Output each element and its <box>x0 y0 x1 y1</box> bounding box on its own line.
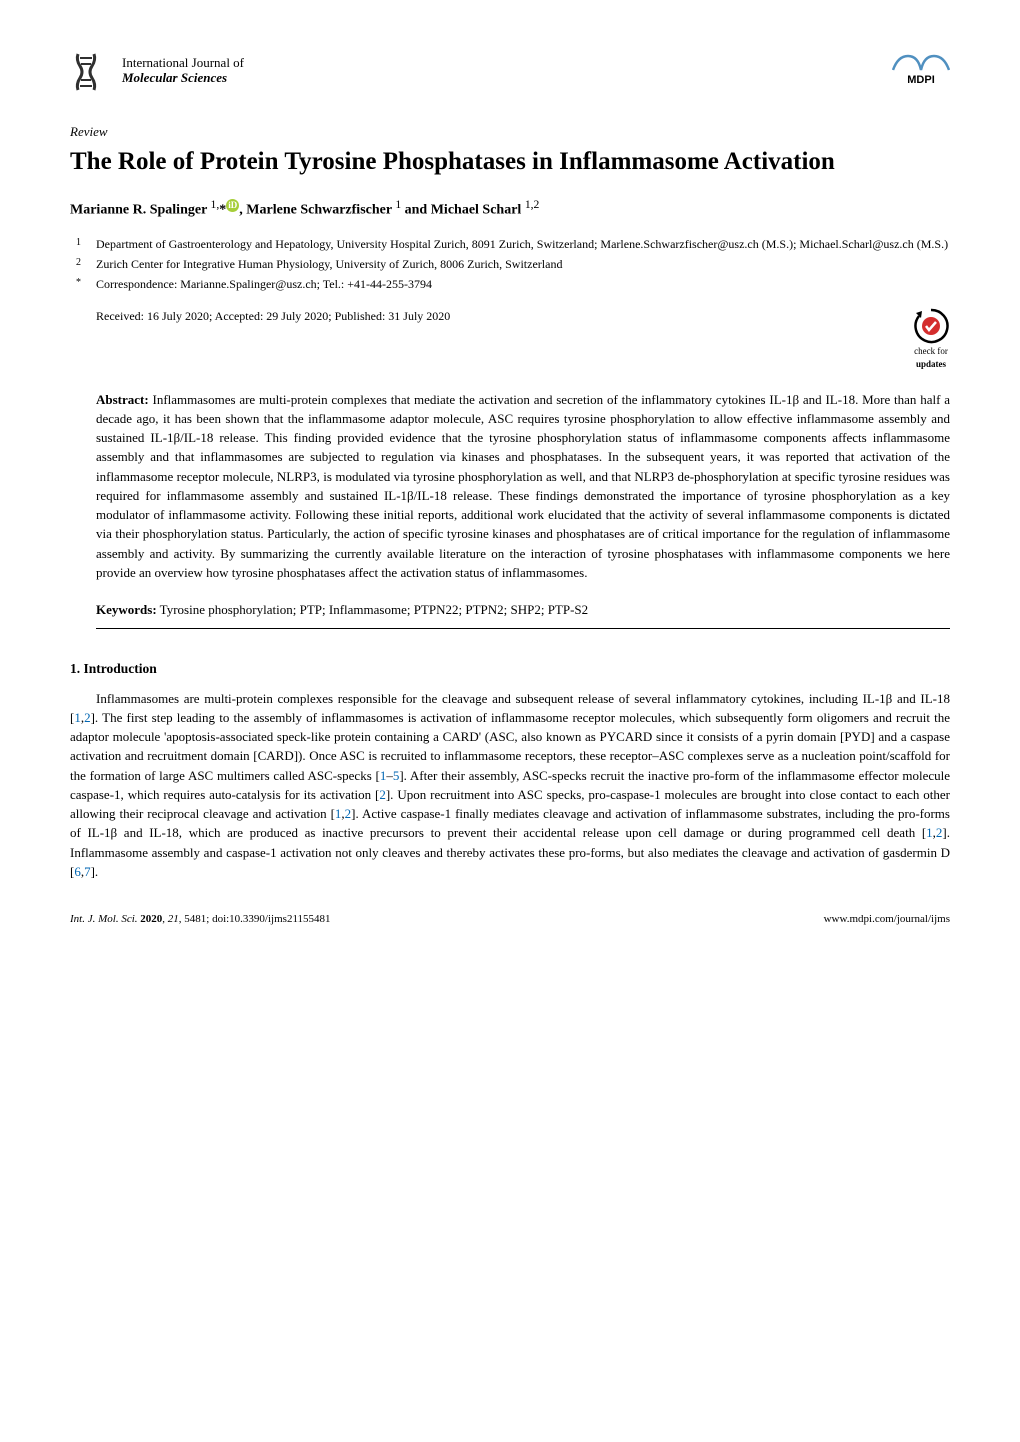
intro-paragraph: Inflammasomes are multi-protein complexe… <box>70 689 950 881</box>
affiliation-item: 2Zurich Center for Integrative Human Phy… <box>96 255 950 273</box>
affiliations-list: 1Department of Gastroenterology and Hepa… <box>96 235 950 293</box>
section-divider <box>96 628 950 629</box>
page-header: International Journal of Molecular Scien… <box>70 50 950 92</box>
dates-text: Received: 16 July 2020; Accepted: 29 Jul… <box>96 307 450 325</box>
dates-row: Received: 16 July 2020; Accepted: 29 Jul… <box>96 307 950 372</box>
check-updates-icon <box>912 307 950 345</box>
affiliation-item: *Correspondence: Marianne.Spalinger@usz.… <box>96 275 950 293</box>
svg-text:MDPI: MDPI <box>907 74 935 86</box>
footer-citation: Int. J. Mol. Sci. 2020, 21, 5481; doi:10… <box>70 911 331 928</box>
authors: Marianne R. Spalinger 1,*iD, Marlene Sch… <box>70 196 950 221</box>
check-updates-text1: check for <box>914 345 948 359</box>
affiliation-text: Correspondence: Marianne.Spalinger@usz.c… <box>96 275 432 293</box>
abstract-text: Inflammasomes are multi-protein complexe… <box>96 392 950 580</box>
affiliation-marker: * <box>76 275 96 293</box>
journal-name: International Journal of Molecular Scien… <box>122 56 244 86</box>
keywords: Keywords: Tyrosine phosphorylation; PTP;… <box>96 600 950 620</box>
page-footer: Int. J. Mol. Sci. 2020, 21, 5481; doi:10… <box>70 911 950 928</box>
footer-journal-abbrev: Int. J. Mol. Sci. <box>70 913 138 925</box>
journal-line1: International Journal of <box>122 56 244 71</box>
affiliation-item: 1Department of Gastroenterology and Hepa… <box>96 235 950 253</box>
article-type: Review <box>70 122 950 142</box>
mdpi-logo: MDPI <box>892 50 950 86</box>
affiliation-text: Department of Gastroenterology and Hepat… <box>96 235 948 253</box>
abstract-label: Abstract: <box>96 392 149 407</box>
affiliation-text: Zurich Center for Integrative Human Phys… <box>96 255 562 273</box>
orcid-icon: iD <box>226 199 239 212</box>
ijms-logo-icon <box>70 50 112 92</box>
footer-url[interactable]: www.mdpi.com/journal/ijms <box>824 911 950 928</box>
journal-logo: International Journal of Molecular Scien… <box>70 50 244 92</box>
abstract: Abstract: Inflammasomes are multi-protei… <box>96 390 950 582</box>
affiliation-marker: 2 <box>76 255 96 273</box>
section-1-heading: 1. Introduction <box>70 659 950 679</box>
keywords-text: Tyrosine phosphorylation; PTP; Inflammas… <box>157 602 589 617</box>
check-updates-badge[interactable]: check for updates <box>912 307 950 372</box>
check-updates-text2: updates <box>916 358 946 372</box>
article-title: The Role of Protein Tyrosine Phosphatase… <box>70 146 950 179</box>
keywords-label: Keywords: <box>96 602 157 617</box>
affiliation-marker: 1 <box>76 235 96 253</box>
journal-line2: Molecular Sciences <box>122 71 244 86</box>
